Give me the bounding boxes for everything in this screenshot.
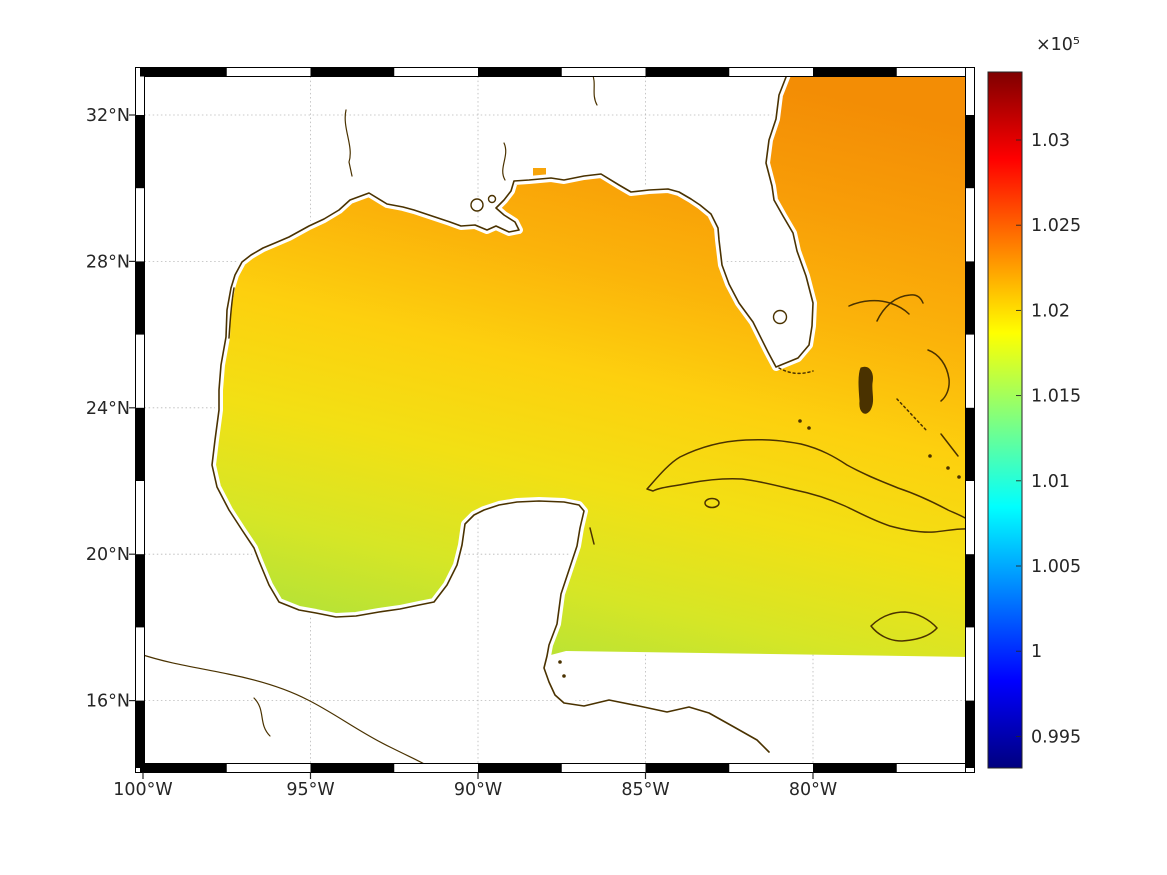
border-segment-black bbox=[135, 554, 145, 628]
lake-maurepas bbox=[487, 194, 497, 204]
sabine-river bbox=[344, 109, 353, 177]
mississippi-river bbox=[502, 142, 507, 181]
lake-okeechobee bbox=[772, 309, 788, 325]
scalar-field-heatmap bbox=[212, 72, 970, 657]
border-segment-black bbox=[478, 67, 562, 77]
colorbar: ×10⁵ 1.03 1.025 1.02 1.015 1.01 1.005 1 … bbox=[987, 35, 1081, 769]
colorbar-tick-1.025: 1.025 bbox=[1031, 216, 1081, 236]
florida-keys bbox=[778, 367, 814, 375]
y-tick-label-16n: 16°N bbox=[86, 692, 130, 712]
islands-coastlines bbox=[228, 194, 971, 678]
abaco-coastline bbox=[876, 294, 924, 322]
border-segment-black bbox=[813, 67, 897, 77]
y-tick-label-24n: 24°N bbox=[86, 399, 130, 419]
map-border-frame bbox=[135, 67, 975, 773]
colorbar-tick-1.015: 1.015 bbox=[1031, 387, 1081, 407]
border-segment-black bbox=[310, 67, 395, 77]
colorbar-tick-1.005: 1.005 bbox=[1031, 557, 1081, 577]
x-tick-label-100w: 100°W bbox=[113, 780, 172, 800]
border-segment-black bbox=[140, 67, 227, 77]
border-segment-black bbox=[645, 67, 730, 77]
exuma-cays bbox=[896, 398, 928, 432]
cay-speck bbox=[807, 426, 811, 430]
continental-coastline bbox=[211, 71, 814, 753]
border-segment-black bbox=[135, 700, 145, 768]
long-island-bahamas bbox=[940, 433, 959, 457]
colorbar-tick-1.01: 1.01 bbox=[1031, 472, 1070, 492]
cozumel-island bbox=[589, 527, 595, 545]
border-segment-black bbox=[135, 407, 145, 481]
x-tick-label-95w: 95°W bbox=[286, 780, 334, 800]
jamaica-coastline bbox=[870, 611, 938, 642]
y-tick-label-32n: 32°N bbox=[86, 106, 130, 126]
colorbar-multiplier: ×10⁵ bbox=[1036, 35, 1080, 55]
isla-juventud-coastline bbox=[704, 497, 720, 509]
rivers bbox=[139, 72, 598, 769]
border-segment-black bbox=[478, 763, 562, 773]
x-tick-label-80w: 80°W bbox=[789, 780, 837, 800]
x-tick-label-90w: 90°W bbox=[454, 780, 502, 800]
border-segment-black bbox=[965, 700, 975, 768]
colorbar-tick-1: 1 bbox=[1031, 642, 1042, 662]
pacific-coastline-mexico bbox=[139, 653, 432, 769]
belize-cay-speck bbox=[558, 660, 562, 664]
axis-labels: 100°W 95°W 90°W 85°W 80°W 32°N 28°N 24°N… bbox=[86, 106, 837, 800]
x-tick-label-85w: 85°W bbox=[621, 780, 669, 800]
apalachicola-river bbox=[591, 72, 598, 106]
eleuthera-coastline bbox=[927, 349, 950, 402]
laguna-madre-barrier bbox=[228, 287, 235, 339]
border-segment-black bbox=[140, 763, 227, 773]
border-segment-black bbox=[135, 261, 145, 335]
border-segment-black bbox=[135, 115, 145, 189]
belize-cay-speck bbox=[562, 674, 566, 678]
border-segment-black bbox=[965, 407, 975, 481]
cay-speck bbox=[946, 466, 950, 470]
border-segment-black bbox=[965, 261, 975, 335]
mexican-river bbox=[253, 697, 271, 737]
colorbar-tick-0.995: 0.995 bbox=[1031, 727, 1081, 747]
lake-pontchartrain bbox=[470, 198, 484, 212]
colorbar-tick-1.03: 1.03 bbox=[1031, 131, 1070, 151]
border-segment-black bbox=[813, 763, 897, 773]
andros-island bbox=[858, 366, 874, 414]
y-tick-label-20n: 20°N bbox=[86, 545, 130, 565]
cay-speck bbox=[798, 419, 802, 423]
border-segment-black bbox=[965, 115, 975, 189]
axis-tick-marks bbox=[129, 114, 814, 779]
colorbar-tick-1.02: 1.02 bbox=[1031, 301, 1070, 321]
border-segment-black bbox=[965, 554, 975, 628]
y-tick-label-28n: 28°N bbox=[86, 252, 130, 272]
border-segment-black bbox=[310, 763, 395, 773]
cay-speck bbox=[928, 454, 932, 458]
colorbar-gradient bbox=[987, 71, 1023, 769]
border-segment-black bbox=[645, 763, 730, 773]
cay-speck bbox=[957, 475, 961, 479]
